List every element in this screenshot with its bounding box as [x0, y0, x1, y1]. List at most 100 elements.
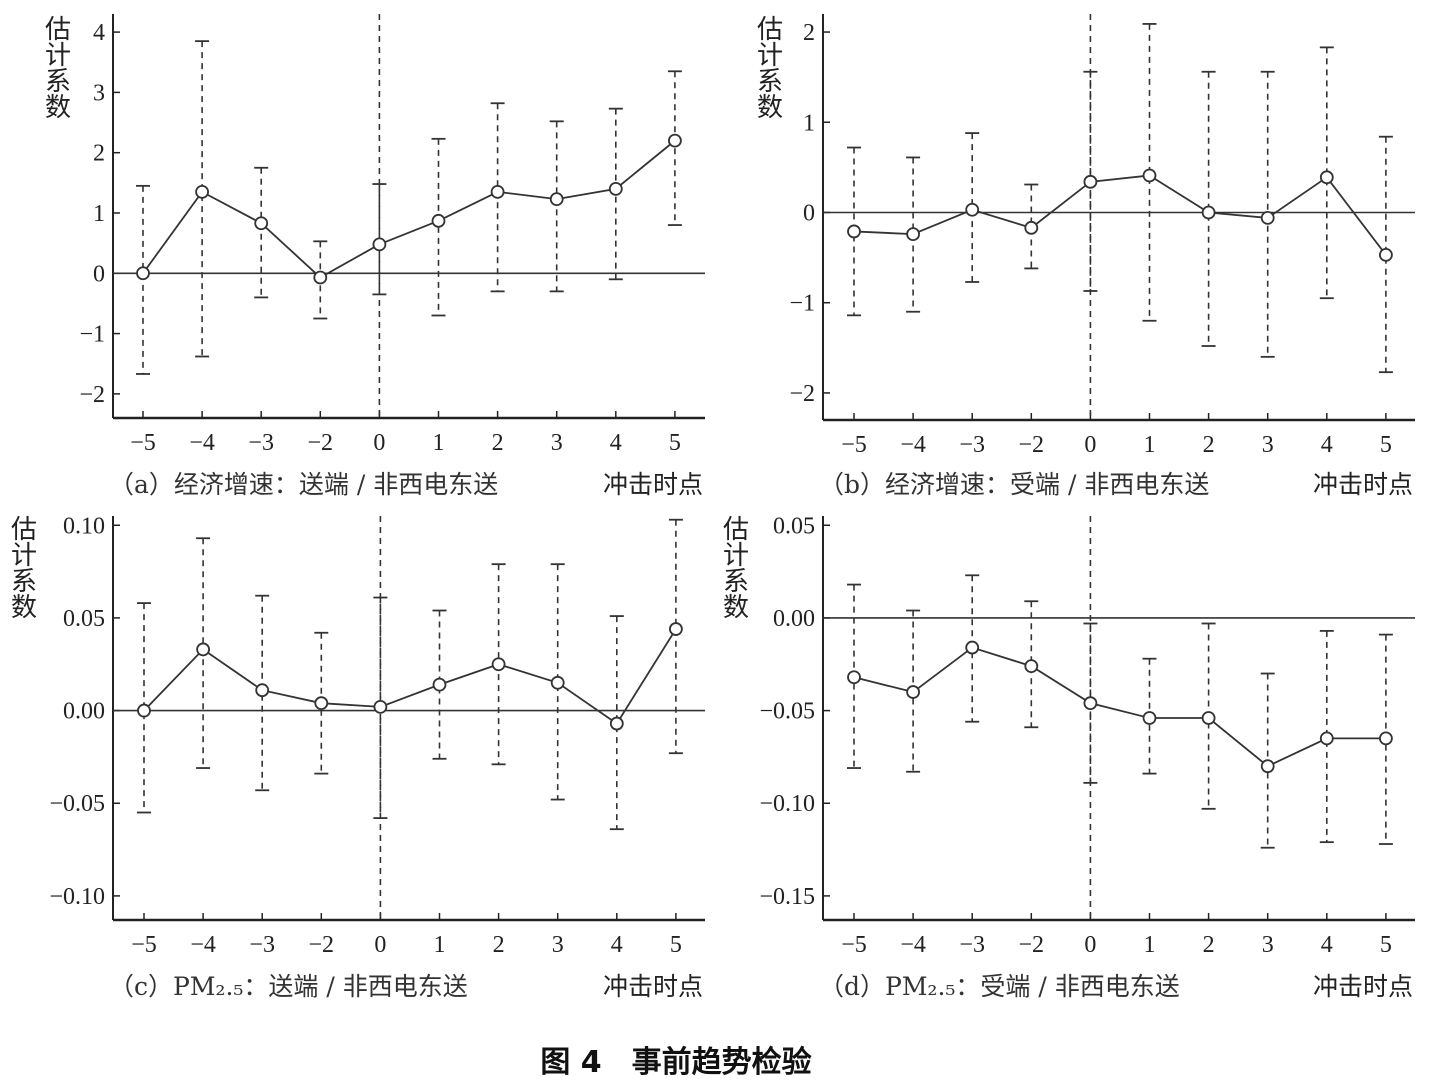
x-tick-label: 5 [670, 932, 682, 958]
estimate-point [1024, 659, 1039, 674]
panel-caption: （c）PM₂.₅：送端 / 非西电东送 [109, 972, 468, 1001]
estimate-point [1319, 731, 1334, 746]
x-axis-label: 冲击时点 [603, 470, 703, 499]
estimate-point [373, 699, 388, 714]
estimate-point [1201, 205, 1216, 220]
x-tick-label: 1 [433, 430, 445, 456]
x-tick-label: 5 [669, 430, 681, 456]
estimate-point [668, 133, 682, 148]
x-tick-label: 1 [434, 932, 446, 958]
estimate-point [196, 642, 211, 657]
x-tick-label: 0 [1084, 932, 1096, 958]
y-axis-label-char: 计 [11, 541, 37, 571]
estimate-point [906, 227, 920, 242]
x-tick-label: 4 [611, 932, 623, 958]
estimate-point [609, 716, 624, 731]
estimate-line [142, 139, 676, 279]
y-tick-label: 3 [93, 80, 105, 106]
x-tick-label: −5 [130, 430, 156, 456]
y-axis-label-char: 估 [757, 15, 783, 45]
estimate-point [431, 213, 446, 228]
figure-title: 图 4 事前趋势检验 [540, 1045, 811, 1080]
estimate-point [906, 685, 920, 699]
y-tick-label: 0.05 [63, 606, 105, 632]
x-tick-label: −2 [1019, 432, 1045, 458]
x-tick-label: 2 [1203, 932, 1215, 958]
x-tick-label: 4 [1321, 432, 1333, 458]
estimate-point [847, 224, 861, 239]
y-axis-label-char: 系 [11, 567, 37, 597]
y-tick-label: 0.05 [773, 513, 815, 539]
panel-caption: （d）PM₂.₅：受端 / 非西电东送 [819, 972, 1180, 1001]
y-tick-label: 2 [93, 141, 105, 167]
x-tick-label: −4 [900, 432, 926, 458]
panel-c: −0.10 −0.05 0.00 0.05 0.10 −5 −4 −3 −2 0 1 2 3 4 5 估计系数… [11, 513, 705, 1001]
x-tick-label: 3 [1262, 432, 1274, 458]
y-axis-label-char: 系 [757, 67, 783, 97]
y-tick-label: 2 [803, 20, 815, 46]
estimate-point [254, 216, 269, 231]
x-tick-label: −5 [841, 432, 867, 458]
estimate-point [847, 670, 861, 685]
y-axis-label-char: 估 [11, 515, 37, 545]
x-tick-label: −3 [248, 430, 274, 456]
y-axis-label-char: 估 [45, 15, 71, 45]
x-tick-label: 4 [610, 430, 622, 456]
x-axis-label: 冲击时点 [1313, 470, 1413, 499]
y-tick-label: 0.10 [63, 513, 105, 539]
y-axis-label-char: 计 [723, 541, 749, 571]
estimate-point [965, 640, 980, 655]
x-tick-label: 2 [493, 932, 505, 958]
x-tick-label: 3 [551, 430, 563, 456]
x-axis-label: 冲击时点 [603, 972, 703, 1001]
x-tick-label: 0 [374, 932, 386, 958]
estimate-point [1260, 211, 1275, 225]
estimate-point [1142, 168, 1157, 183]
y-axis-label-char: 计 [45, 41, 71, 71]
estimate-line [853, 174, 1387, 256]
estimate-point [136, 266, 150, 281]
estimate-point [1260, 759, 1275, 774]
panel-d: −0.15 −0.10 −0.05 0.00 0.05 −5 −4 −3 −2 0 1 2 3 4 5 估计系… [723, 513, 1415, 1001]
x-tick-label: −2 [1019, 932, 1045, 958]
estimate-point [1319, 170, 1334, 185]
y-tick-label: −0.10 [759, 791, 815, 817]
y-axis-label-char: 系 [45, 67, 71, 97]
x-tick-label: 1 [1144, 432, 1156, 458]
estimate-point [608, 181, 623, 196]
y-tick-label: 0 [803, 200, 815, 226]
panel-caption: （b）经济增速：受端 / 非西电东送 [819, 470, 1209, 499]
estimate-point [491, 657, 506, 672]
estimate-point [669, 622, 683, 636]
estimate-point [1024, 220, 1039, 235]
x-tick-label: −4 [900, 932, 926, 958]
x-tick-label: −3 [249, 932, 275, 958]
x-tick-label: 2 [1203, 432, 1215, 458]
estimate-point [490, 184, 505, 199]
x-tick-label: 1 [1144, 932, 1156, 958]
y-tick-label: −0.15 [759, 884, 815, 910]
x-tick-label: −3 [959, 432, 985, 458]
x-tick-label: 2 [492, 430, 504, 456]
estimate-point [372, 237, 387, 252]
y-tick-label: −0.10 [49, 884, 105, 910]
estimate-point [1083, 696, 1098, 711]
y-tick-label: −1 [789, 291, 815, 317]
y-tick-label: −2 [79, 382, 105, 408]
x-tick-label: −4 [189, 430, 215, 456]
y-axis-label-char: 数 [723, 593, 749, 623]
y-tick-label: 0.00 [63, 699, 105, 725]
estimate-point [313, 270, 328, 285]
y-tick-label: 0 [93, 261, 105, 287]
x-tick-label: 5 [1380, 432, 1392, 458]
estimate-point [314, 696, 329, 711]
x-tick-label: 0 [373, 430, 385, 456]
x-tick-label: −4 [190, 932, 216, 958]
x-tick-label: 3 [552, 932, 564, 958]
y-tick-label: −1 [79, 322, 105, 348]
estimate-point [255, 683, 270, 698]
x-tick-label: 3 [1262, 932, 1274, 958]
estimate-line [853, 646, 1386, 768]
